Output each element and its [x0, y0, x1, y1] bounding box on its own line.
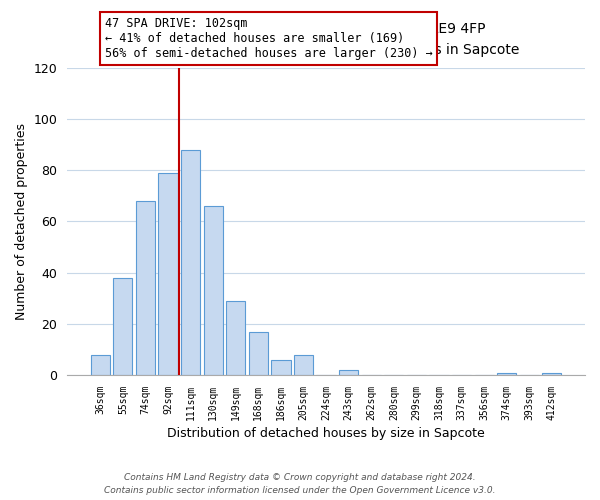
Bar: [158, 172, 178, 375]
Bar: [294, 354, 313, 375]
Bar: [203, 206, 223, 375]
Bar: [271, 360, 290, 375]
Text: 47 SPA DRIVE: 102sqm
← 41% of detached houses are smaller (169)
56% of semi-deta: 47 SPA DRIVE: 102sqm ← 41% of detached h…: [105, 17, 433, 60]
Bar: [181, 150, 200, 375]
Y-axis label: Number of detached properties: Number of detached properties: [15, 123, 28, 320]
Text: Contains HM Land Registry data © Crown copyright and database right 2024.
Contai: Contains HM Land Registry data © Crown c…: [104, 474, 496, 495]
Bar: [542, 372, 562, 375]
Bar: [91, 354, 110, 375]
Bar: [226, 301, 245, 375]
Bar: [339, 370, 358, 375]
X-axis label: Distribution of detached houses by size in Sapcote: Distribution of detached houses by size …: [167, 427, 485, 440]
Title: 47, SPA DRIVE, SAPCOTE, LEICESTER, LE9 4FP
Size of property relative to detached: 47, SPA DRIVE, SAPCOTE, LEICESTER, LE9 4…: [133, 22, 519, 56]
Bar: [249, 332, 268, 375]
Bar: [497, 372, 517, 375]
Bar: [113, 278, 133, 375]
Bar: [136, 201, 155, 375]
